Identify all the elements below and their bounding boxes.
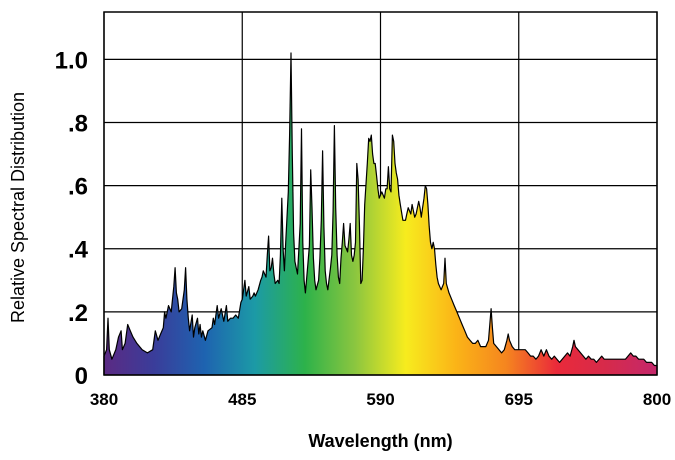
y-tick-label: .2 — [68, 300, 88, 327]
y-tick-label: .6 — [68, 174, 88, 201]
y-tick-label: 1.0 — [55, 47, 88, 74]
x-tick-label: 380 — [90, 390, 118, 409]
y-tick-labels: 0 .2 .4 .6 .8 1.0 — [55, 47, 89, 390]
x-tick-label: 485 — [228, 390, 256, 409]
y-tick-label: .8 — [68, 110, 88, 137]
x-tick-label: 590 — [366, 390, 394, 409]
x-tick-label: 695 — [505, 390, 533, 409]
x-tick-label: 800 — [643, 390, 671, 409]
x-axis-label: Wavelength (nm) — [308, 431, 452, 451]
y-tick-label: 0 — [75, 363, 88, 390]
y-tick-label: .4 — [68, 237, 89, 264]
x-tick-labels: 380 485 590 695 800 — [90, 390, 671, 409]
y-axis-label: Relative Spectral Distribution — [8, 92, 28, 323]
